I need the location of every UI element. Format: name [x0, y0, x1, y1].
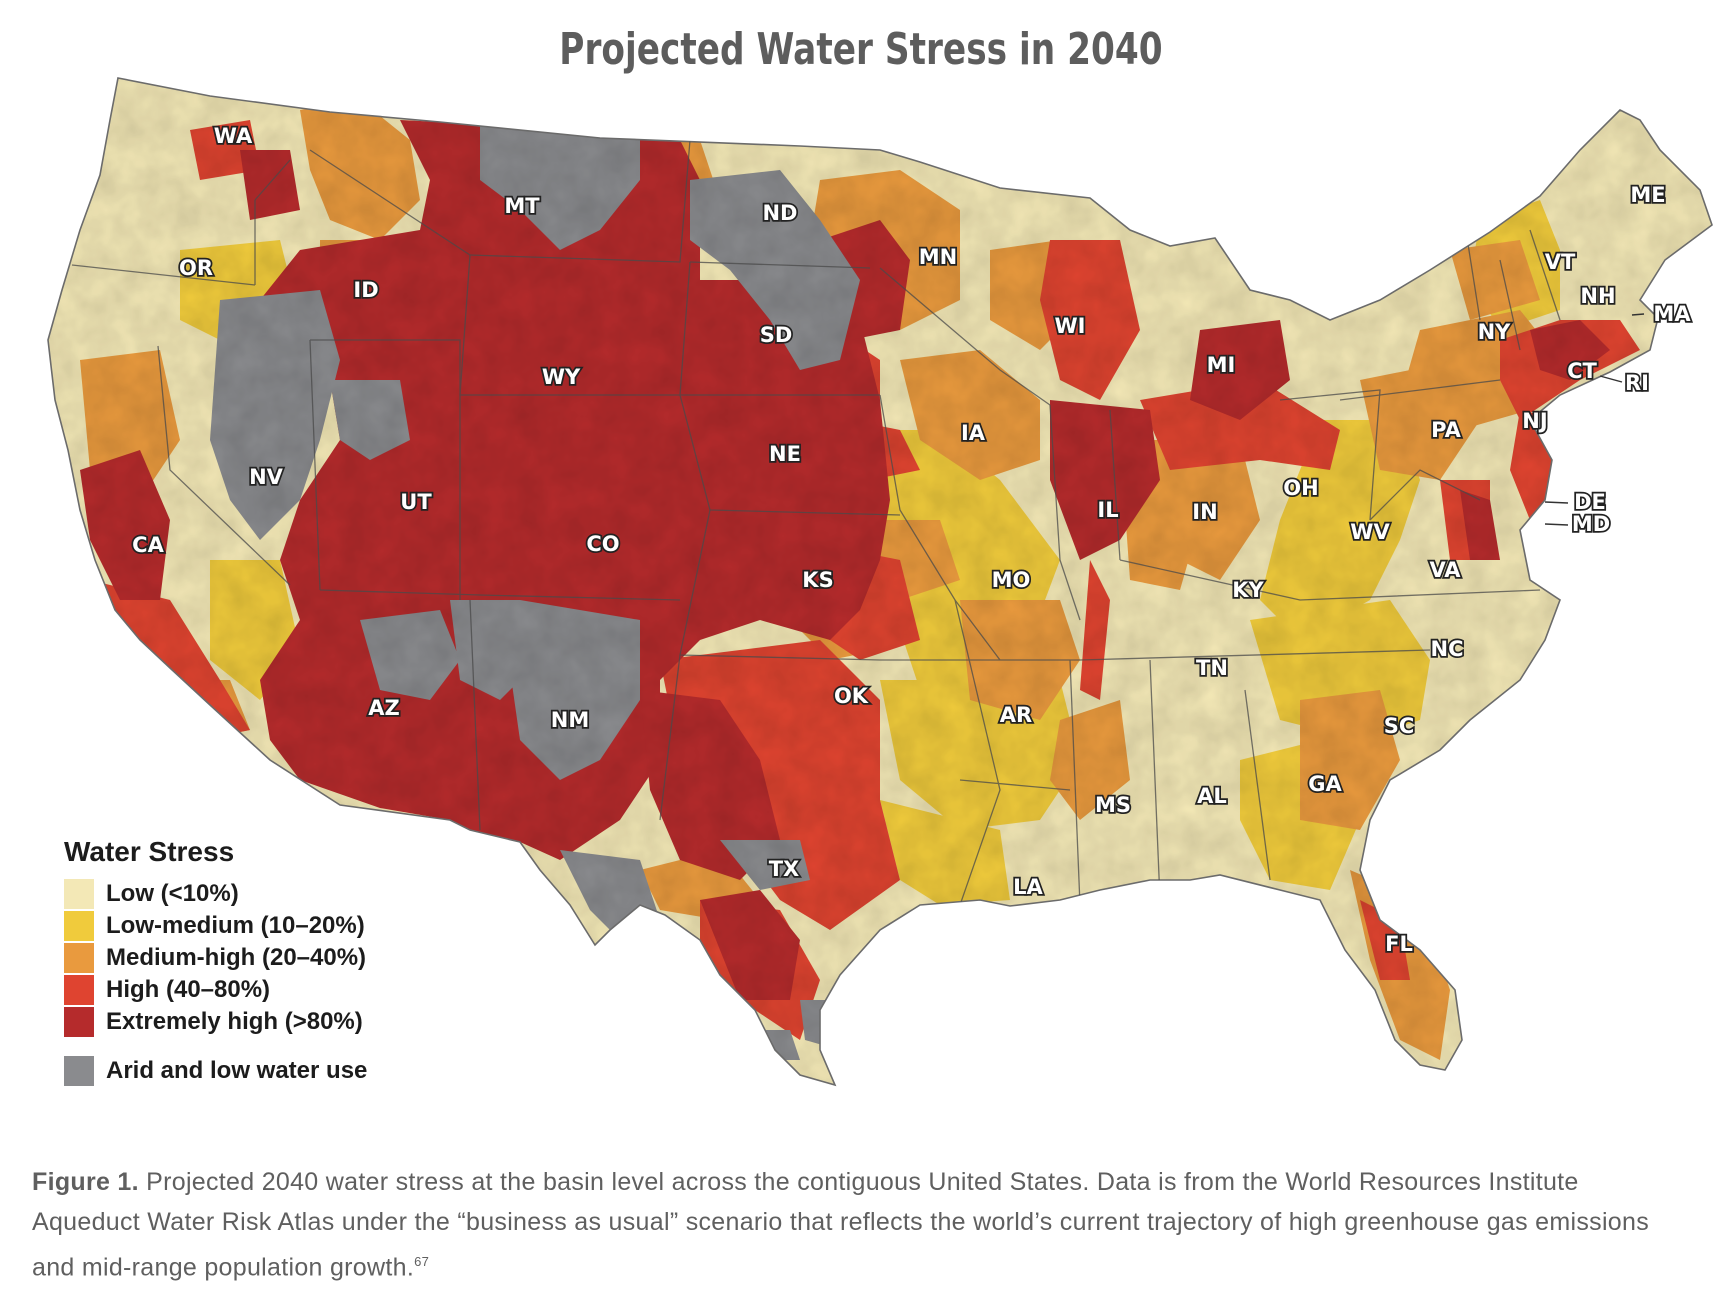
- state-label-az: AZ: [368, 696, 399, 720]
- state-label-ar: AR: [1000, 703, 1032, 727]
- state-label-oh: OH: [1283, 476, 1318, 500]
- state-label-al: AL: [1197, 784, 1227, 808]
- state-label-ok: OK: [834, 684, 869, 708]
- legend-swatch-arid: [64, 1056, 94, 1086]
- map-title: Projected Water Stress in 2040: [559, 24, 1163, 75]
- legend-label-low-medium: Low-medium (10–20%): [106, 912, 365, 939]
- state-label-ct: CT: [1567, 359, 1597, 383]
- legend-title: Water Stress: [64, 836, 235, 867]
- legend-item-high: High (40–80%): [64, 974, 367, 1006]
- state-label-ma: MA: [1653, 302, 1691, 326]
- legend-swatch-medium-high: [64, 943, 94, 973]
- caption-text: Projected 2040 water stress at the basin…: [32, 1168, 1650, 1282]
- state-label-de: DE: [1574, 490, 1606, 514]
- leader-de: [1544, 501, 1569, 504]
- legend-swatch-extremely-high: [64, 1007, 94, 1037]
- state-label-il: IL: [1097, 498, 1118, 522]
- state-label-co: CO: [586, 532, 619, 556]
- caption-reference: 67: [414, 1254, 430, 1269]
- state-label-ia: IA: [961, 421, 986, 445]
- state-label-ms: MS: [1095, 793, 1131, 817]
- state-label-sc: SC: [1384, 714, 1415, 738]
- label-leaders: [1544, 313, 1645, 526]
- legend-swatch-low: [64, 879, 94, 909]
- legend-item-arid: Arid and low water use: [64, 1055, 367, 1087]
- state-label-wy: WY: [542, 365, 581, 389]
- leader-md: [1544, 523, 1569, 526]
- state-label-sd: SD: [760, 323, 793, 347]
- state-label-nd: ND: [762, 201, 797, 225]
- legend-label-medium-high: Medium-high (20–40%): [106, 944, 367, 971]
- state-label-vt: VT: [1545, 250, 1576, 274]
- state-label-mo: MO: [992, 568, 1031, 592]
- state-label-la: LA: [1013, 875, 1043, 899]
- state-label-nc: NC: [1431, 637, 1464, 661]
- state-label-wi: WI: [1055, 314, 1086, 338]
- state-label-pa: PA: [1431, 418, 1461, 442]
- state-label-md: MD: [1572, 512, 1610, 536]
- legend-swatch-high: [64, 975, 94, 1005]
- legend: Water Stress Low (<10%) Low-medium (10–2…: [64, 836, 367, 1087]
- state-labels: WA MT ND MN ME OR ID VT NH MA WI SD NY W…: [130, 122, 1693, 958]
- legend-item-low-medium: Low-medium (10–20%): [64, 910, 367, 942]
- leader-ma: [1631, 313, 1645, 316]
- state-label-ne: NE: [769, 442, 801, 466]
- state-label-ut: UT: [400, 490, 432, 514]
- state-label-or: OR: [179, 256, 213, 280]
- legend-item-low: Low (<10%): [64, 878, 367, 910]
- legend-label-low: Low (<10%): [106, 880, 239, 907]
- state-label-me: ME: [1630, 183, 1665, 207]
- state-label-ga: GA: [1308, 772, 1342, 796]
- state-label-nh: NH: [1580, 284, 1615, 308]
- state-label-id: ID: [353, 278, 378, 302]
- state-label-ca: CA: [132, 533, 164, 557]
- legend-swatch-low-medium: [64, 911, 94, 941]
- state-label-ks: KS: [802, 568, 833, 592]
- legend-item-extremely-high: Extremely high (>80%): [64, 1006, 367, 1038]
- state-label-nv: NV: [249, 465, 284, 489]
- state-label-va: VA: [1429, 558, 1461, 582]
- state-label-ny: NY: [1478, 320, 1512, 344]
- state-borders: [71, 139, 1561, 906]
- state-label-mn: MN: [919, 245, 957, 269]
- state-label-mt: MT: [504, 194, 540, 218]
- legend-label-extremely-high: Extremely high (>80%): [106, 1008, 363, 1035]
- legend-item-medium-high: Medium-high (20–40%): [64, 942, 367, 974]
- legend-label-high: High (40–80%): [106, 976, 271, 1003]
- leader-ri: [1599, 375, 1623, 383]
- state-label-wa: WA: [214, 124, 253, 148]
- state-label-mi: MI: [1207, 353, 1236, 377]
- caption-lead: Figure 1.: [32, 1168, 139, 1196]
- state-label-nm: NM: [551, 708, 589, 732]
- legend-label-arid: Arid and low water use: [106, 1057, 368, 1084]
- state-label-wv: WV: [1350, 520, 1390, 544]
- state-label-ky: KY: [1232, 578, 1264, 602]
- state-label-tx: TX: [769, 857, 800, 881]
- state-label-in: IN: [1192, 500, 1217, 524]
- state-label-fl: FL: [1385, 932, 1413, 956]
- figure-caption: Figure 1. Projected 2040 water stress at…: [32, 1162, 1692, 1287]
- state-label-nj: NJ: [1522, 409, 1547, 433]
- state-label-tn: TN: [1196, 656, 1228, 680]
- state-label-ri: RI: [1625, 371, 1649, 395]
